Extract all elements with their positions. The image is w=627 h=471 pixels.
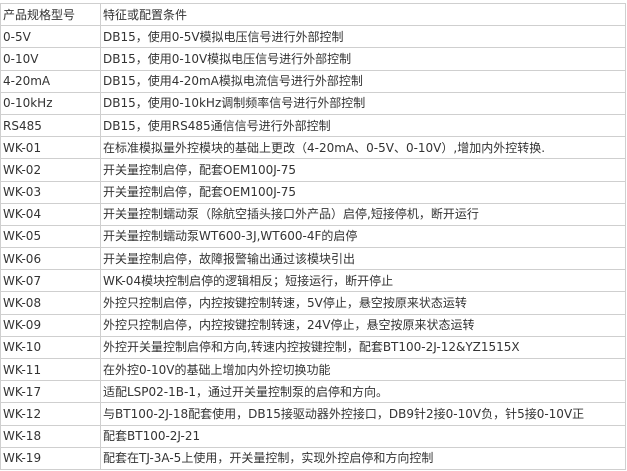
table-row: 0-10V DB15，使用0-10V模拟电压信号进行外部控制: [0, 47, 626, 71]
feature-cell: 开关量控制启停，故障报警输出通过该模块引出: [100, 247, 626, 271]
table-row: WK-19 配套在TJ-3A-5上使用，开关量控制，实现外控启停和方向控制: [0, 446, 626, 470]
feature-cell: DB15，使用4-20mA模拟电流信号进行外部控制: [100, 69, 626, 93]
feature-cell: 适配LSP02-1B-1，通过开关量控制泵的启停和方向。: [100, 380, 626, 404]
header-model: 产品规格型号: [0, 2, 101, 27]
table-row: RS485 DB15，使用RS485通信信号进行外部控制: [0, 113, 626, 138]
feature-cell: WK-04模块控制启停的逻辑相反；短接运行，断开停止: [100, 269, 626, 293]
model-cell: WK-12: [0, 402, 101, 426]
table-row: WK-08 外控只控制启停，内控按键控制转速，5V停止，悬空按原来状态运转: [0, 291, 626, 315]
model-cell: RS485: [0, 113, 101, 138]
feature-cell: 在标准模拟量外控模块的基础上更改（4-20mA、0-5V、0-10V）,增加内外…: [100, 136, 626, 160]
model-cell: WK-10: [0, 335, 101, 360]
model-cell: WK-06: [0, 247, 101, 271]
feature-cell: 外控只控制启停，内控按键控制转速，5V停止，悬空按原来状态运转: [100, 291, 626, 315]
model-cell: WK-07: [0, 269, 101, 293]
table-row: 0-10kHz DB15，使用0-10kHz调制频率信号进行外部控制: [0, 91, 626, 115]
table-row: WK-09 外控只控制启停，内控按键控制转速，24V停止，悬空按原来状态运转: [0, 313, 626, 337]
model-cell: WK-17: [0, 380, 101, 404]
feature-cell: 配套BT100-2J-21: [100, 424, 626, 448]
feature-cell: DB15，使用0-5V模拟电压信号进行外部控制: [100, 25, 626, 49]
feature-cell: 开关量控制蠕动泵（除航空插头接口外产品）启停,短接停机，断开运行: [100, 202, 626, 226]
model-cell: WK-02: [0, 158, 101, 182]
feature-cell: DB15，使用0-10kHz调制频率信号进行外部控制: [100, 91, 626, 115]
table-row: WK-10 外控开关量控制启停和方向,转速内控按键控制，配套BT100-2J-12…: [0, 335, 626, 360]
table-row: 4-20mA DB15，使用4-20mA模拟电流信号进行外部控制: [0, 69, 626, 93]
model-cell: WK-19: [0, 446, 101, 470]
table-row: WK-06 开关量控制启停，故障报警输出通过该模块引出: [0, 247, 626, 271]
feature-cell: 在外控0-10V的基础上增加内外控切换功能: [100, 357, 626, 382]
table-row: WK-12 与BT100-2J-18配套使用，DB15接驱动器外控接口，DB9针2…: [0, 402, 626, 426]
model-cell: WK-08: [0, 291, 101, 315]
model-cell: 0-10kHz: [0, 91, 101, 115]
model-cell: WK-09: [0, 313, 101, 337]
feature-cell: 外控只控制启停，内控按键控制转速，24V停止，悬空按原来状态运转: [100, 313, 626, 337]
model-cell: 0-10V: [0, 47, 101, 71]
model-cell: 4-20mA: [0, 69, 101, 93]
feature-cell: DB15，使用0-10V模拟电压信号进行外部控制: [100, 47, 626, 71]
feature-cell: 开关量控制蠕动泵WT600-3J,WT600-4F的启停: [100, 224, 626, 249]
model-cell: WK-04: [0, 202, 101, 226]
feature-cell: 与BT100-2J-18配套使用，DB15接驱动器外控接口，DB9针2接0-10…: [100, 402, 626, 426]
feature-cell: 开关量控制启停，配套OEM100J-75: [100, 180, 626, 204]
model-cell: WK-03: [0, 180, 101, 204]
feature-cell: 开关量控制启停，配套OEM100J-75: [100, 158, 626, 182]
model-cell: WK-18: [0, 424, 101, 448]
table-row: WK-04 开关量控制蠕动泵（除航空插头接口外产品）启停,短接停机，断开运行: [0, 202, 626, 226]
header-feature: 特征或配置条件: [100, 2, 626, 27]
table-row: WK-11 在外控0-10V的基础上增加内外控切换功能: [0, 357, 626, 382]
table-row: WK-02 开关量控制启停，配套OEM100J-75: [0, 158, 626, 182]
table-row: 0-5V DB15，使用0-5V模拟电压信号进行外部控制: [0, 25, 626, 49]
model-cell: 0-5V: [0, 25, 101, 49]
header-row: 产品规格型号 特征或配置条件: [0, 2, 626, 27]
table-row: WK-07 WK-04模块控制启停的逻辑相反；短接运行，断开停止: [0, 269, 626, 293]
table-row: WK-18 配套BT100-2J-21: [0, 424, 626, 448]
table-row: WK-03 开关量控制启停，配套OEM100J-75: [0, 180, 626, 204]
model-cell: WK-11: [0, 357, 101, 382]
model-cell: WK-05: [0, 224, 101, 249]
feature-cell: 配套在TJ-3A-5上使用，开关量控制，实现外控启停和方向控制: [100, 446, 626, 470]
feature-cell: DB15，使用RS485通信信号进行外部控制: [100, 113, 626, 138]
feature-cell: 外控开关量控制启停和方向,转速内控按键控制，配套BT100-2J-12&YZ15…: [100, 335, 626, 360]
model-cell: WK-01: [0, 136, 101, 160]
table-row: WK-01 在标准模拟量外控模块的基础上更改（4-20mA、0-5V、0-10V）…: [0, 136, 626, 160]
table-row: WK-17 适配LSP02-1B-1，通过开关量控制泵的启停和方向。: [0, 380, 626, 404]
table-row: WK-05 开关量控制蠕动泵WT600-3J,WT600-4F的启停: [0, 224, 626, 249]
